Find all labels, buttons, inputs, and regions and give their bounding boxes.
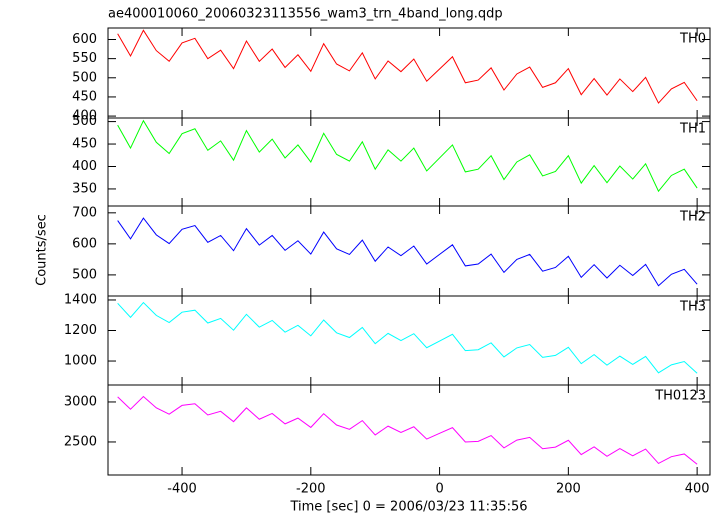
y-tick-label: 400 — [72, 109, 97, 124]
legend-label: TH3 — [679, 300, 706, 315]
y-tick-label: 600 — [72, 32, 97, 47]
x-tick-label: -200 — [296, 482, 326, 497]
y-tick-label: 600 — [72, 236, 97, 251]
x-tick-label: -400 — [167, 482, 197, 497]
legend-label: TH1 — [679, 122, 706, 137]
x-axis-label: Time [sec] 0 = 2006/03/23 11:35:56 — [289, 500, 527, 515]
legend-label: TH0123 — [654, 389, 706, 404]
series-line — [117, 119, 698, 193]
series-line — [117, 395, 698, 465]
y-tick-label: 450 — [72, 137, 97, 152]
panel-frame — [107, 295, 711, 386]
y-axis-label: Counts/sec — [35, 214, 50, 286]
series-line — [117, 217, 698, 287]
y-tick-label: 1400 — [64, 292, 97, 307]
legend-label: TH2 — [679, 210, 706, 225]
y-tick-label: 500 — [72, 114, 97, 129]
y-tick-label: 3000 — [64, 394, 97, 409]
y-tick-label: 500 — [72, 70, 97, 85]
y-tick-label: 1200 — [64, 323, 97, 338]
y-tick-label: 1000 — [64, 354, 97, 369]
y-tick-label: 550 — [72, 51, 97, 66]
y-tick-label: 400 — [72, 159, 97, 174]
panel-frame — [107, 384, 711, 476]
panel-frame — [107, 205, 711, 297]
panel-frame — [107, 117, 711, 207]
chart-title: ae400010060_20060323113556_wam3_trn_4ban… — [108, 7, 503, 22]
y-tick-label: 500 — [72, 267, 97, 282]
series-line — [117, 29, 698, 104]
y-tick-label: 350 — [72, 181, 97, 196]
y-tick-label: 2500 — [64, 434, 97, 449]
x-tick-label: 0 — [435, 482, 443, 497]
y-tick-label: 450 — [72, 89, 97, 104]
x-tick-label: 200 — [556, 482, 581, 497]
x-tick-label: 400 — [685, 482, 710, 497]
legend-label: TH0 — [679, 32, 706, 47]
y-tick-label: 700 — [72, 205, 97, 220]
panel-frame — [107, 27, 711, 119]
series-line — [117, 301, 698, 374]
